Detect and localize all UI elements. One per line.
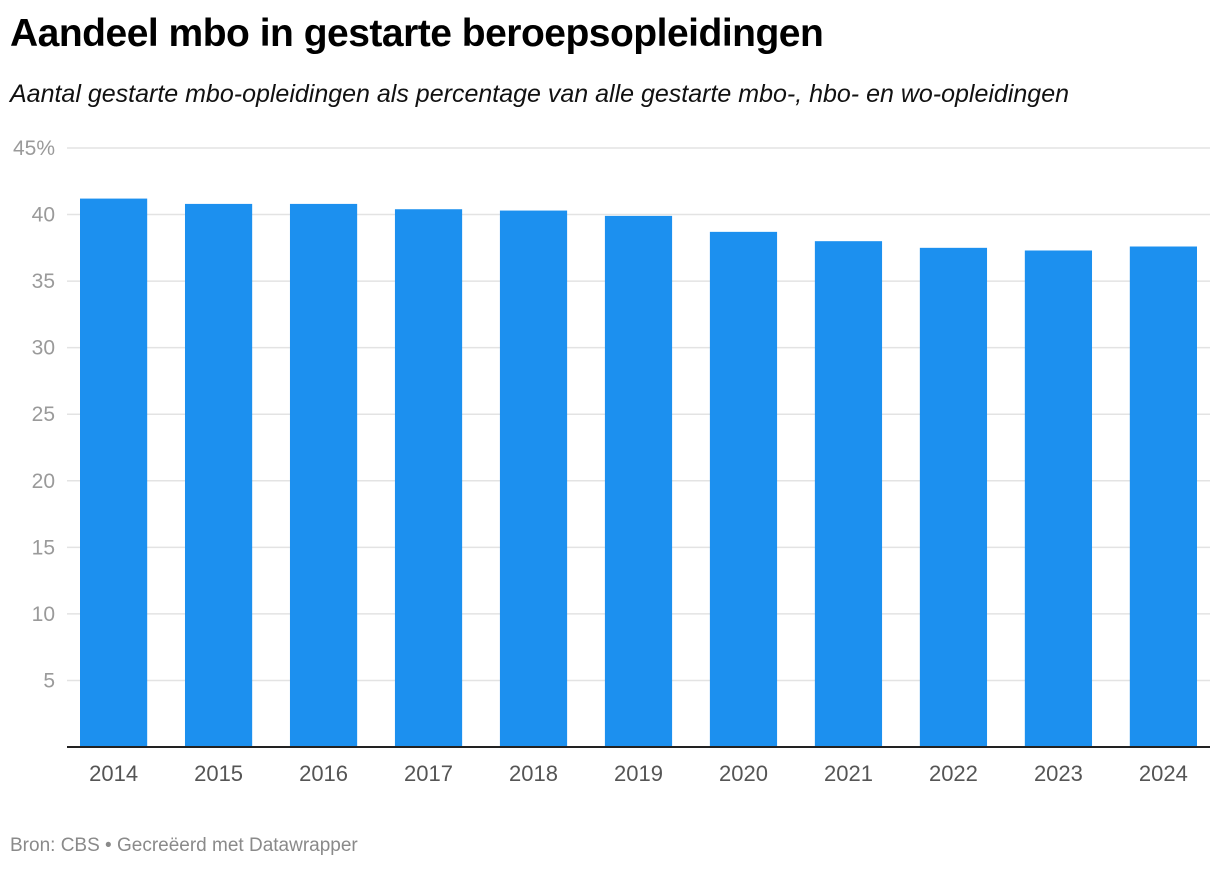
bar-2015 bbox=[184, 203, 253, 747]
x-tick-label: 2020 bbox=[719, 761, 768, 786]
credit-label: Gecreëerd met Datawrapper bbox=[116, 835, 358, 856]
x-tick-label: 2014 bbox=[89, 761, 138, 786]
bar-2022 bbox=[919, 247, 988, 747]
x-tick-label: 2024 bbox=[1139, 761, 1188, 786]
y-tick-label: 20 bbox=[32, 470, 55, 493]
y-tick-label: 15 bbox=[32, 536, 55, 559]
x-tick-label: 2018 bbox=[509, 761, 558, 786]
y-tick-label: 35 bbox=[32, 270, 55, 293]
bar-2017 bbox=[394, 209, 463, 748]
bar-2020 bbox=[709, 231, 778, 748]
x-tick-label: 2021 bbox=[824, 761, 873, 786]
x-tick-label: 2017 bbox=[404, 761, 453, 786]
x-axis-ticks: 2014 2015 2016 2017 2018 2019 2020 2021 2022 2023… bbox=[89, 761, 1188, 786]
bars bbox=[80, 198, 1197, 748]
source-label: Bron: CBS bbox=[10, 835, 100, 856]
y-tick-label: 10 bbox=[32, 603, 55, 626]
x-tick-label: 2016 bbox=[299, 761, 348, 786]
y-tick-label: 25 bbox=[32, 403, 55, 426]
bar-2024 bbox=[1129, 246, 1197, 747]
bar-2019 bbox=[604, 215, 673, 747]
x-tick-label: 2022 bbox=[929, 761, 978, 786]
y-tick-label: 40 bbox=[32, 204, 55, 227]
x-tick-label: 2023 bbox=[1034, 761, 1083, 786]
chart-title: Aandeel mbo in gestarte beroepsopleiding… bbox=[10, 12, 824, 55]
separator-dot: • bbox=[105, 835, 112, 856]
y-tick-label: 5 bbox=[43, 669, 55, 692]
x-tick-label: 2019 bbox=[614, 761, 663, 786]
bar-2021 bbox=[814, 241, 883, 747]
bar-2023 bbox=[1024, 250, 1093, 747]
bar-2014 bbox=[80, 198, 148, 747]
x-tick-label: 2015 bbox=[194, 761, 243, 786]
y-axis-ticks: 5 10 15 20 25 30 35 40 45% bbox=[13, 137, 55, 692]
y-tick-label: 30 bbox=[32, 337, 55, 360]
footer: Bron: CBS • Gecreëerd met Datawrapper bbox=[10, 835, 358, 857]
bar-2016 bbox=[289, 203, 358, 747]
bar-2018 bbox=[499, 210, 568, 747]
chart-subtitle: Aantal gestarte mbo-opleidingen als perc… bbox=[10, 80, 1070, 108]
y-tick-label: 45% bbox=[13, 137, 55, 160]
